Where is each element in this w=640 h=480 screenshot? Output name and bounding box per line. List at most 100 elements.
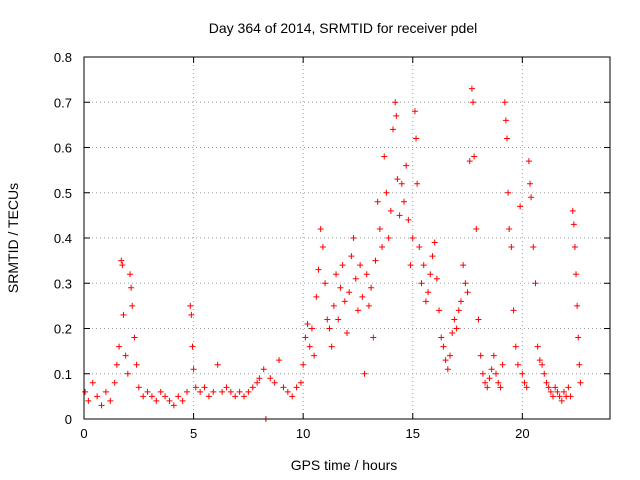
data-point xyxy=(527,180,534,187)
data-point xyxy=(350,235,357,241)
data-point xyxy=(567,393,574,400)
data-point xyxy=(543,379,550,386)
data-point xyxy=(508,244,515,251)
data-point xyxy=(271,379,278,386)
data-point xyxy=(131,334,138,341)
data-point xyxy=(240,393,247,400)
data-point xyxy=(569,207,576,214)
data-point xyxy=(482,379,489,386)
y-tick-label: 0.5 xyxy=(54,186,72,201)
data-point xyxy=(570,221,577,228)
data-point xyxy=(354,307,361,314)
data-point xyxy=(276,357,283,364)
data-point xyxy=(357,262,364,269)
data-point xyxy=(179,397,186,404)
data-point xyxy=(135,384,142,391)
data-point xyxy=(111,379,118,386)
data-point xyxy=(170,402,177,409)
data-point xyxy=(326,325,333,332)
y-tick-label: 0.2 xyxy=(54,322,72,337)
data-point xyxy=(337,284,344,291)
data-point xyxy=(289,393,296,400)
data-point xyxy=(368,284,375,291)
data-point xyxy=(393,112,400,119)
data-point xyxy=(394,176,401,183)
data-point xyxy=(407,262,414,269)
data-point xyxy=(576,361,583,368)
data-point xyxy=(484,384,491,391)
data-point xyxy=(140,393,147,400)
data-point xyxy=(390,126,397,133)
data-point xyxy=(510,307,517,314)
data-point xyxy=(379,244,386,251)
data-point xyxy=(502,117,509,124)
data-point xyxy=(116,343,123,350)
data-point xyxy=(530,244,537,251)
data-point xyxy=(82,388,89,395)
data-point xyxy=(558,397,565,404)
data-point xyxy=(505,189,512,196)
data-point xyxy=(488,366,495,373)
data-point xyxy=(352,275,359,282)
data-point xyxy=(210,388,217,395)
data-point xyxy=(223,384,230,391)
data-point xyxy=(479,370,486,377)
data-point xyxy=(107,397,114,404)
data-point xyxy=(550,393,557,400)
data-point xyxy=(254,379,261,386)
data-point xyxy=(98,402,105,409)
data-point xyxy=(249,384,256,391)
data-point xyxy=(449,330,456,337)
data-point xyxy=(122,352,129,359)
data-point xyxy=(416,244,423,251)
data-point xyxy=(365,302,372,309)
y-tick-label: 0.1 xyxy=(54,367,72,382)
data-point xyxy=(214,361,221,368)
data-point xyxy=(94,393,101,400)
data-point xyxy=(85,397,92,404)
data-point xyxy=(302,334,309,341)
data-point xyxy=(304,320,311,327)
data-point xyxy=(189,343,196,350)
data-point xyxy=(297,379,304,386)
data-point xyxy=(370,334,377,341)
data-point xyxy=(560,388,567,395)
data-point xyxy=(512,343,519,350)
data-point xyxy=(89,379,96,386)
data-point xyxy=(574,302,581,309)
x-tick-label: 15 xyxy=(406,426,420,441)
data-point xyxy=(577,379,584,386)
data-point xyxy=(477,352,484,359)
data-point xyxy=(528,194,535,201)
data-point xyxy=(536,357,543,364)
data-point xyxy=(175,393,182,400)
data-point xyxy=(413,135,420,142)
data-point xyxy=(260,366,267,373)
x-tick-label: 0 xyxy=(80,426,87,441)
data-point xyxy=(468,85,475,92)
data-point xyxy=(466,158,473,165)
y-axis-label: SRMTID / TECUs xyxy=(5,183,21,293)
data-point xyxy=(409,235,416,241)
data-point xyxy=(455,307,462,314)
data-point xyxy=(573,271,580,278)
data-point xyxy=(523,384,530,391)
data-point xyxy=(317,225,324,232)
data-point xyxy=(414,180,421,187)
data-point xyxy=(324,316,331,323)
x-axis-label: GPS time / hours xyxy=(291,457,398,473)
grid xyxy=(84,57,610,419)
data-point xyxy=(447,352,454,359)
data-point xyxy=(460,262,467,269)
data-point xyxy=(284,388,291,395)
data-point xyxy=(127,271,134,278)
data-point xyxy=(400,198,407,205)
data-point xyxy=(311,352,318,359)
data-point xyxy=(541,370,548,377)
data-point xyxy=(387,207,394,214)
data-point xyxy=(418,280,425,287)
data-point xyxy=(464,289,471,296)
data-point xyxy=(470,99,477,106)
data-point xyxy=(539,361,546,368)
data-point xyxy=(422,298,429,305)
